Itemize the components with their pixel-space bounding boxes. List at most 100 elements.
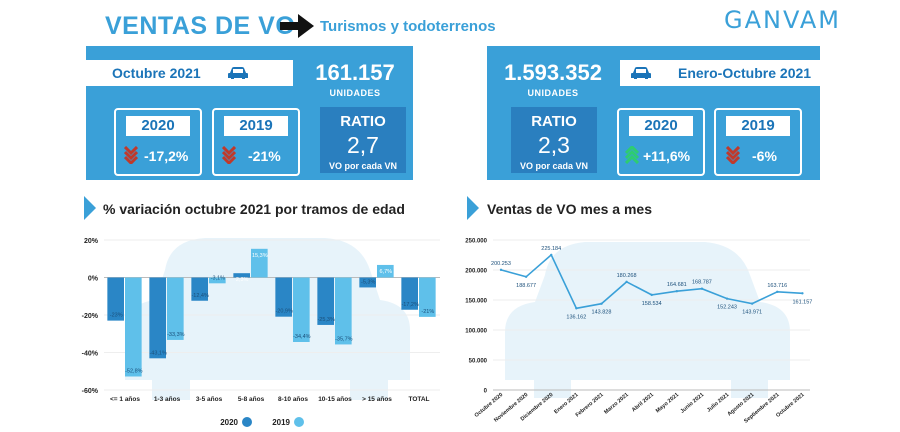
page-title: VENTAS DE VO [105, 12, 296, 40]
data-point [600, 302, 603, 305]
data-point [650, 293, 653, 297]
legend-dot [294, 417, 304, 427]
data-point [725, 297, 729, 300]
data-label: 143.971 [742, 310, 762, 316]
age-variation-bar-chart: -23% -52,8% -43,1% -33,3% -12,4% -3,1% 2,3% 15,… [82, 238, 440, 427]
x-tick-label: Marzo 2021 [603, 392, 630, 416]
bar-2019 [167, 277, 184, 340]
card-year: 2020 [126, 116, 190, 136]
x-tick-label: Febrero 2021 [575, 392, 605, 419]
x-tick-label: <= 1 años [110, 396, 140, 403]
data-label: 143.828 [592, 310, 612, 316]
x-tick-label: Mayo 2021 [655, 392, 680, 414]
section-marker-icon [84, 196, 96, 220]
car-silhouette-background [505, 242, 790, 398]
data-label: 164.681 [667, 282, 687, 288]
left-section-title: % variación octubre 2021 por tramos de e… [103, 201, 405, 217]
data-label: -3,1% [211, 275, 225, 281]
x-tick-label: > 15 años [362, 396, 392, 403]
data-label: 161.157 [792, 299, 812, 305]
card-change: +11,6% [643, 148, 691, 164]
legend-label: 2019 [272, 418, 290, 427]
car-icon [227, 67, 248, 79]
bar-2020 [107, 277, 124, 321]
x-tick-label: Abril 2021 [631, 392, 655, 413]
ratio-sub: VO por cada VN [519, 161, 589, 171]
y-tick-label: -20% [82, 313, 99, 320]
bar-2019 [335, 277, 352, 345]
bar-2019 [251, 248, 268, 278]
right-card-2019: 2019 -6% [714, 108, 802, 176]
bar-2019 [209, 277, 226, 284]
x-tick-label: 10-15 años [318, 396, 352, 403]
data-point [675, 289, 679, 293]
right-ratio-box: RATIO 2,3 VO por cada VN [511, 107, 597, 173]
right-arrow-icon [280, 14, 314, 38]
data-label: 225.184 [541, 246, 561, 252]
ratio-sub: VO por cada VN [328, 161, 398, 171]
bar-2020 [359, 277, 376, 288]
car-icon [631, 67, 651, 79]
bar-2020 [149, 277, 166, 359]
data-label: 168.787 [692, 280, 712, 286]
data-label: 163.716 [767, 283, 787, 289]
data-label: 152.243 [717, 305, 737, 311]
data-point [750, 302, 754, 305]
data-label: 15,3% [252, 253, 268, 259]
data-point [575, 307, 578, 310]
data-label: -20,9% [275, 309, 293, 315]
x-tick-label: Junio 2021 [680, 392, 706, 415]
card-change: -17,2% [144, 148, 189, 164]
y-tick-label: 100.000 [465, 329, 487, 335]
bar-2019 [125, 277, 142, 377]
card-change: -21% [248, 148, 281, 164]
x-tick-label: 3-5 años [196, 396, 223, 403]
data-label: 158.534 [642, 301, 662, 307]
data-point [550, 253, 553, 257]
data-label: -35,7% [335, 336, 353, 342]
bar-2020 [317, 277, 334, 325]
left-card-2020: 2020 -17,2% [114, 108, 202, 176]
data-label: 180.268 [617, 273, 637, 279]
bar-2019 [293, 277, 310, 342]
data-point [700, 287, 704, 290]
left-units-label: UNIDADES [329, 88, 381, 98]
y-tick-label: 200.000 [465, 269, 487, 275]
y-tick-label: 20% [84, 238, 99, 245]
left-period-label: Octubre 2021 [112, 65, 201, 81]
right-units-label: UNIDADES [527, 88, 579, 98]
bar-2019 [419, 277, 436, 317]
data-point [801, 292, 804, 295]
x-tick-label: TOTAL [408, 396, 429, 403]
data-label: 6,7% [380, 269, 393, 275]
data-label: 200.253 [491, 261, 511, 267]
right-period-bar: Enero-Octubre 2021 [620, 60, 820, 86]
right-period-label: Enero-Octubre 2021 [678, 65, 812, 81]
data-label: -23% [110, 313, 123, 319]
x-tick-label: 1-3 años [154, 396, 181, 403]
data-point [524, 275, 528, 278]
bar-2020 [191, 277, 208, 301]
x-tick-label: Julio 2021 [706, 392, 730, 414]
up-arrow-icon [625, 146, 639, 164]
legend-label: 2020 [220, 418, 238, 427]
left-total: 161.157 [315, 60, 395, 85]
left-card-2019: 2019 -21% [212, 108, 300, 176]
down-arrow-icon [726, 146, 740, 164]
y-tick-label: -40% [82, 351, 99, 358]
card-change: -6% [752, 148, 777, 164]
x-tick-label: 5-8 años [238, 396, 265, 403]
y-tick-label: 0 [484, 389, 488, 395]
ratio-value: 2,3 [538, 132, 570, 158]
bar-2020 [233, 273, 250, 278]
brand-logo: GANVAM [724, 6, 841, 34]
card-year: 2019 [224, 116, 288, 136]
ratio-value: 2,7 [347, 132, 379, 158]
section-marker-icon [467, 196, 479, 220]
data-label: -43,1% [149, 350, 167, 356]
card-year: 2019 [726, 116, 790, 136]
bar-2019 [377, 264, 394, 278]
page-subtitle: Turismos y todoterrenos [320, 18, 496, 35]
y-tick-label: -60% [82, 388, 99, 395]
left-period-bar: Octubre 2021 [86, 60, 293, 86]
